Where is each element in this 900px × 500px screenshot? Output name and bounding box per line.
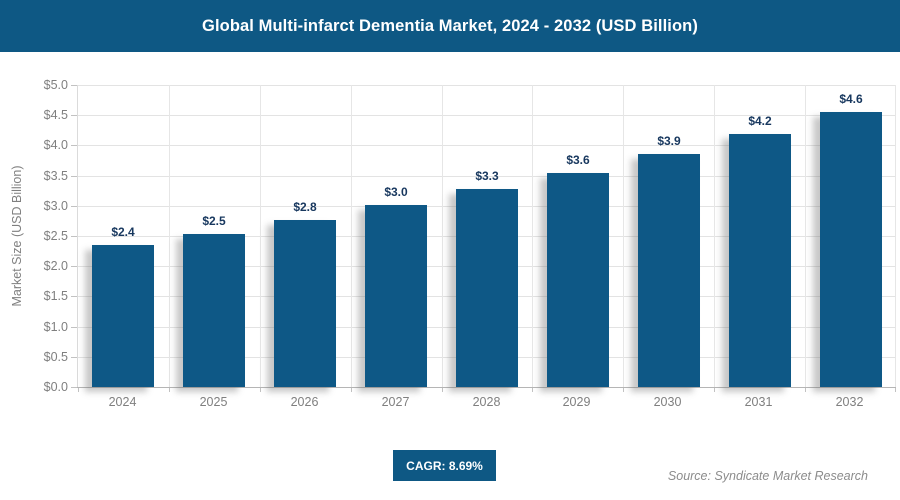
y-tick-mark <box>71 296 77 298</box>
x-gridline <box>260 85 261 387</box>
bar-value-label: $4.6 <box>839 92 863 106</box>
y-gridline <box>78 145 895 147</box>
y-tick-label: $2.0 <box>43 259 68 274</box>
y-gridline <box>78 175 895 177</box>
y-tick-mark <box>71 85 77 86</box>
y-tick-label: $4.5 <box>43 108 68 123</box>
x-tick-label: 2032 <box>835 395 864 409</box>
x-gridline <box>532 85 533 387</box>
x-tick-mark <box>78 387 79 392</box>
x-tick-mark <box>260 387 261 392</box>
x-tick-mark <box>442 387 443 392</box>
y-tick-label: $3.0 <box>43 198 68 213</box>
bar-value-label: $2.5 <box>202 214 226 228</box>
bar-2025 <box>183 234 245 387</box>
x-tick-label: 2026 <box>290 395 319 409</box>
x-gridline <box>169 85 170 387</box>
bar-2029 <box>547 173 609 387</box>
y-tick-label: $1.5 <box>43 289 68 304</box>
x-gridline <box>442 85 443 387</box>
y-tick-label: $5.0 <box>43 78 68 92</box>
x-tick-mark <box>169 387 170 392</box>
x-tick-mark <box>895 387 896 392</box>
chart-title: Global Multi-infarct Dementia Market, 20… <box>202 16 698 35</box>
x-axis-line <box>77 387 896 388</box>
chart-title-bar: Global Multi-infarct Dementia Market, 20… <box>0 0 900 52</box>
y-tick-mark <box>71 356 77 358</box>
x-tick-mark <box>532 387 533 392</box>
bar-value-label: $2.8 <box>293 200 317 214</box>
x-tick-mark <box>623 387 624 392</box>
bar-2028 <box>456 189 518 387</box>
x-gridline <box>895 85 896 387</box>
y-tick-label: $1.0 <box>43 319 68 334</box>
x-gridline <box>623 85 624 387</box>
bar-2031 <box>729 134 791 387</box>
x-gridline <box>805 85 806 387</box>
x-tick-label: 2024 <box>108 395 137 409</box>
bar-chart: Market Size (USD Billion) $2.4 $2.5 $2.8 $3… <box>0 52 900 452</box>
bar-2030 <box>638 154 700 387</box>
x-tick-label: 2027 <box>381 395 410 409</box>
y-gridline <box>78 115 895 117</box>
y-tick-mark <box>71 145 77 147</box>
y-tick-label: $0.5 <box>43 349 68 364</box>
y-tick-mark <box>71 387 77 388</box>
x-gridline <box>714 85 715 387</box>
bar-2032 <box>820 112 882 387</box>
bar-value-label: $2.4 <box>111 225 135 239</box>
cagr-badge: CAGR: 8.69% <box>393 450 496 481</box>
x-tick-label: 2031 <box>744 395 773 409</box>
x-tick-mark <box>805 387 806 392</box>
y-tick-mark <box>71 266 77 268</box>
y-tick-label: $2.5 <box>43 229 68 243</box>
bar-2027 <box>365 205 427 387</box>
x-tick-label: 2029 <box>562 395 591 409</box>
x-gridline <box>351 85 352 387</box>
y-tick-mark <box>71 326 77 328</box>
bar-2026 <box>274 220 336 387</box>
source-note: Source: Syndicate Market Research <box>667 469 868 483</box>
y-tick-label: $0.0 <box>43 380 68 394</box>
x-tick-label: 2030 <box>653 395 682 409</box>
chart-footer: CAGR: 8.69% Source: Syndicate Market Res… <box>0 440 900 500</box>
y-tick-mark <box>71 205 77 207</box>
bar-value-label: $3.0 <box>384 185 408 199</box>
bar-value-label: $3.6 <box>566 153 590 167</box>
x-tick-mark <box>714 387 715 392</box>
y-axis-title: Market Size (USD Billion) <box>10 165 24 307</box>
y-tick-label: $3.5 <box>43 168 68 183</box>
bar-2024 <box>92 245 154 387</box>
x-tick-label: 2025 <box>199 395 228 409</box>
x-tick-label: 2028 <box>472 395 501 409</box>
plot-area: $2.4 $2.5 $2.8 $3.0 $3.3 $3.6 $3.9 $4.2 $4.6 <box>71 85 896 392</box>
y-tick-mark <box>71 175 77 177</box>
bar-value-label: $4.2 <box>748 114 772 128</box>
y-tick-label: $4.0 <box>43 138 68 153</box>
x-tick-mark <box>351 387 352 392</box>
y-tick-mark <box>71 236 77 237</box>
bar-value-label: $3.9 <box>657 134 681 148</box>
y-tick-mark <box>71 115 77 117</box>
bar-value-label: $3.3 <box>475 169 499 183</box>
y-gridline <box>78 85 895 86</box>
